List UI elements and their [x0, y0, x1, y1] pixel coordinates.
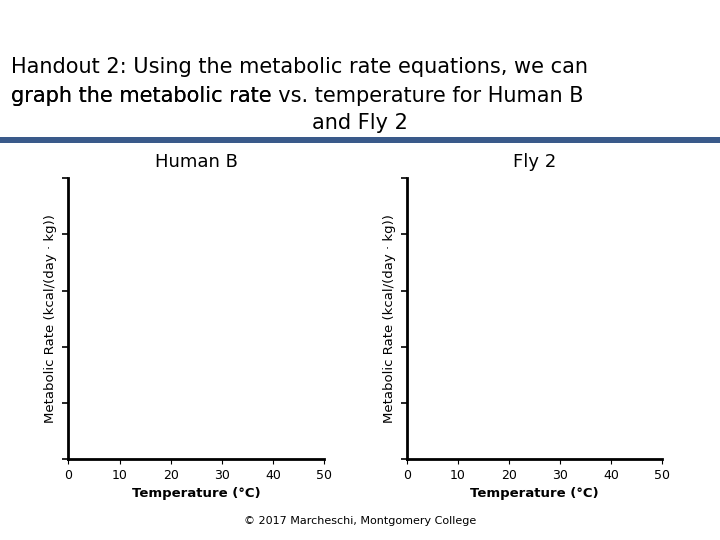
Text: graph the metabolic rate vs. temperature for Human B: graph the metabolic rate vs. temperature…	[11, 86, 583, 106]
X-axis label: Temperature (°C): Temperature (°C)	[470, 487, 599, 500]
Title: Human B: Human B	[155, 153, 238, 171]
Title: Fly 2: Fly 2	[513, 153, 557, 171]
X-axis label: Temperature (°C): Temperature (°C)	[132, 487, 261, 500]
Text: and Fly 2: and Fly 2	[312, 113, 408, 133]
Text: graph the metabolic rate: graph the metabolic rate	[11, 86, 278, 106]
Text: Handout 2: Using the metabolic rate equations, we can: Handout 2: Using the metabolic rate equa…	[11, 57, 588, 77]
Y-axis label: Metabolic Rate (kcal/(day · kg)): Metabolic Rate (kcal/(day · kg))	[383, 214, 396, 423]
Text: graph the metabolic rate vs. temperature for Human B: graph the metabolic rate vs. temperature…	[11, 86, 583, 106]
Y-axis label: Metabolic Rate (kcal/(day · kg)): Metabolic Rate (kcal/(day · kg))	[45, 214, 58, 423]
Text: © 2017 Marcheschi, Montgomery College: © 2017 Marcheschi, Montgomery College	[244, 516, 476, 526]
